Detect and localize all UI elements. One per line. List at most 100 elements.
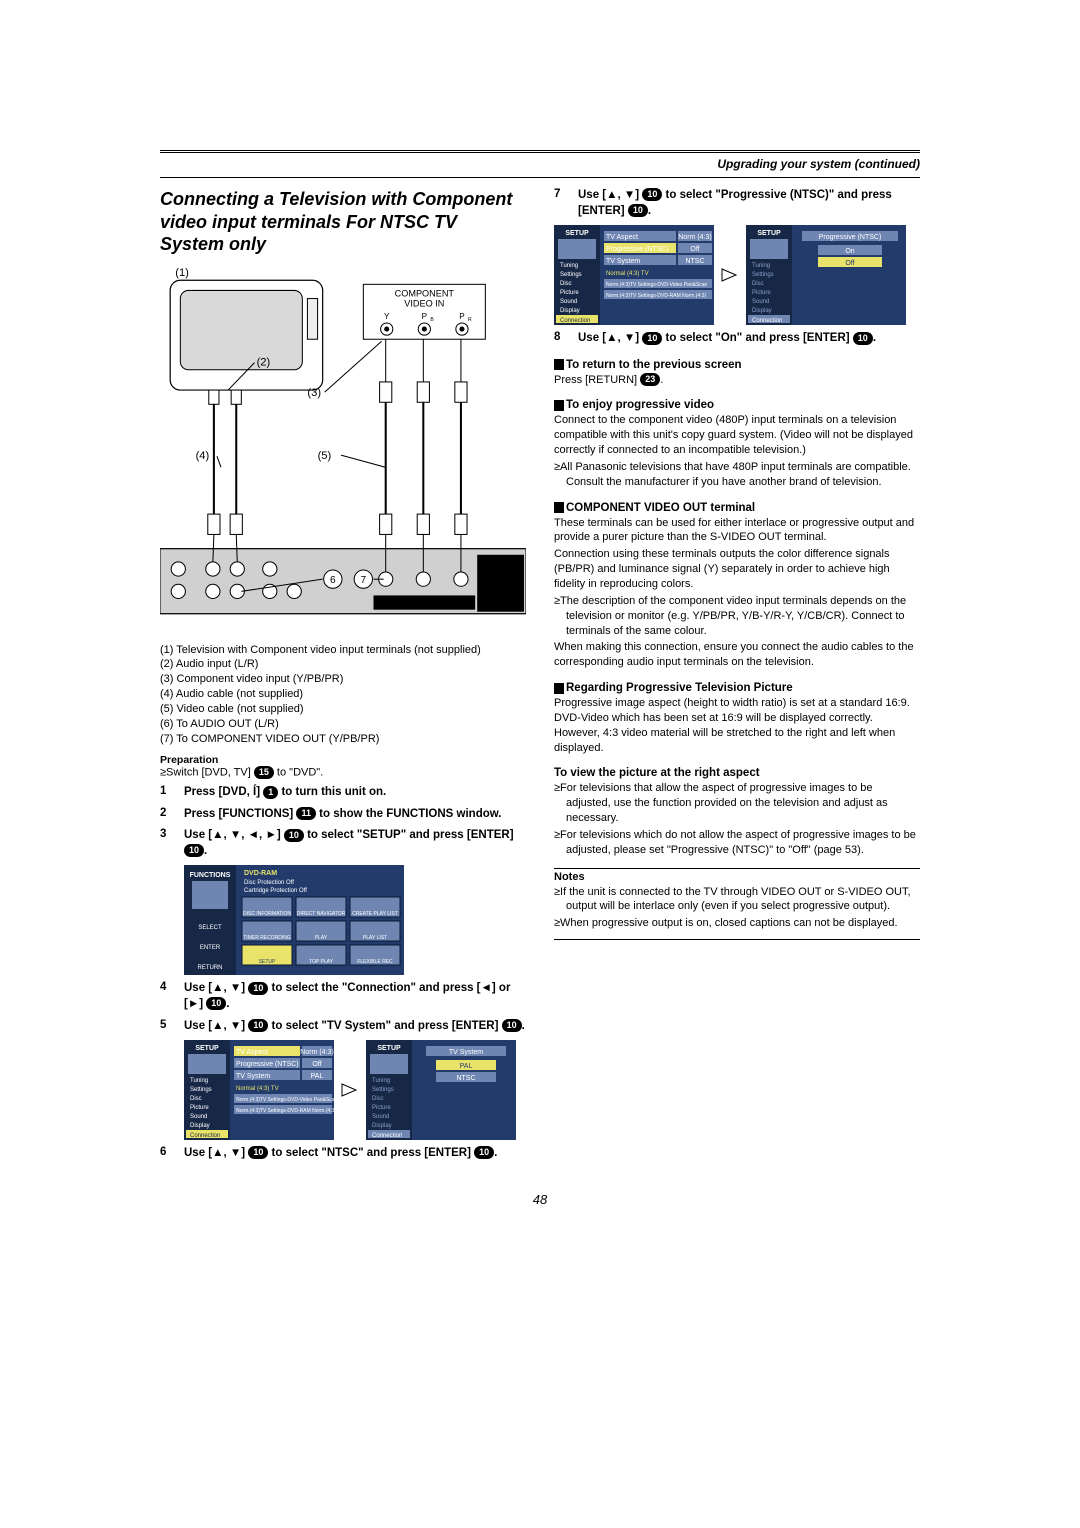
step-2: 2 Press [FUNCTIONS] 11 to show the FUNCT… xyxy=(160,807,526,823)
svg-text:TV System: TV System xyxy=(606,258,640,265)
svg-text:DISC INFORMATION: DISC INFORMATION xyxy=(243,911,291,917)
svg-text:TOP PLAY: TOP PLAY xyxy=(309,959,334,965)
svg-text:(4): (4) xyxy=(196,450,210,462)
svg-text:Sound: Sound xyxy=(190,1114,207,1120)
svg-text:(2): (2) xyxy=(257,356,271,368)
svg-text:ENTER: ENTER xyxy=(200,945,221,951)
svg-text:Disc: Disc xyxy=(372,1096,384,1102)
cvo-p3: When making this connection, ensure you … xyxy=(554,640,920,670)
notes-rule xyxy=(554,939,920,940)
svg-text:Cartridge Protection Off: Cartridge Protection Off xyxy=(244,888,307,894)
svg-text:SETUP: SETUP xyxy=(259,959,276,965)
svg-text:Tuning: Tuning xyxy=(190,1078,208,1084)
view-b2: ≥For televisions which do not allow the … xyxy=(554,828,920,858)
svg-text:Tuning: Tuning xyxy=(560,263,578,269)
svg-text:Normal (4:3) TV: Normal (4:3) TV xyxy=(236,1086,279,1092)
svg-text:B: B xyxy=(430,316,434,322)
notes-b2: ≥When progressive output is on, closed c… xyxy=(554,916,920,931)
svg-text:FLEXIBLE REC: FLEXIBLE REC xyxy=(357,959,393,965)
svg-text:Norm.(4:3)TV Settings-DVD-RAM: Norm.(4:3)TV Settings-DVD-RAM Norm.(4:3) xyxy=(606,293,706,299)
view-b1: ≥For televisions that allow the aspect o… xyxy=(554,781,920,826)
svg-text:Disc Protection Off: Disc Protection Off xyxy=(244,880,294,886)
svg-text:PAL: PAL xyxy=(311,1073,324,1080)
svg-text:SETUP: SETUP xyxy=(195,1045,219,1052)
svg-text:R: R xyxy=(468,316,472,322)
return-heading: To return to the previous screen xyxy=(554,359,920,371)
svg-text:P: P xyxy=(459,311,464,320)
svg-text:Off: Off xyxy=(690,246,699,253)
svg-text:SELECT: SELECT xyxy=(198,925,222,931)
enjoy-p1: Connect to the component video (480P) in… xyxy=(554,413,920,458)
preparation-line: ≥Switch [DVD, TV] 15 to "DVD". xyxy=(160,766,526,779)
cvo-p1: These terminals can be used for either i… xyxy=(554,516,920,546)
legend-item: (7) To COMPONENT VIDEO OUT (Y/PB/PR) xyxy=(160,732,526,747)
svg-text:Display: Display xyxy=(560,308,580,314)
legend-item: (2) Audio input (L/R) xyxy=(160,657,526,672)
page: Upgrading your system (continued) Connec… xyxy=(160,150,920,1207)
svg-text:6: 6 xyxy=(330,575,336,586)
continuation-header: Upgrading your system (continued) xyxy=(160,157,920,171)
svg-text:Disc: Disc xyxy=(560,281,572,287)
svg-text:Norm.(4:3)TV Settings-DVD-RAM: Norm.(4:3)TV Settings-DVD-RAM Norm.(4:3) xyxy=(236,1108,336,1114)
svg-text:Connection: Connection xyxy=(752,318,782,324)
svg-text:(3): (3) xyxy=(307,387,321,399)
svg-text:Connection: Connection xyxy=(372,1133,402,1139)
svg-text:7: 7 xyxy=(361,575,367,586)
svg-text:SETUP: SETUP xyxy=(565,230,589,237)
svg-text:Disc: Disc xyxy=(190,1096,202,1102)
legend-item: (6) To AUDIO OUT (L/R) xyxy=(160,717,526,732)
left-column: Connecting a Television with Component v… xyxy=(160,188,526,1162)
component-in-label: COMPONENT xyxy=(395,288,455,298)
svg-text:Settings: Settings xyxy=(372,1087,394,1093)
svg-text:Tuning: Tuning xyxy=(752,263,770,269)
enjoy-b1: ≥All Panasonic televisions that have 480… xyxy=(554,460,920,490)
notes-heading: Notes xyxy=(554,868,920,883)
prog-heading: Regarding Progressive Television Picture xyxy=(554,682,920,694)
cvo-b1: ≥The description of the component video … xyxy=(554,594,920,639)
step-3: 3 Use [▲, ▼, ◄, ►] 10 to select "SETUP" … xyxy=(160,828,526,859)
callout-1: (1) xyxy=(175,267,189,279)
content-columns: Connecting a Television with Component v… xyxy=(160,188,920,1162)
svg-text:(5): (5) xyxy=(318,450,332,462)
svg-text:Connection: Connection xyxy=(560,318,590,324)
preparation-heading: Preparation xyxy=(160,754,526,766)
svg-text:Off: Off xyxy=(845,260,854,267)
svg-text:Sound: Sound xyxy=(372,1114,389,1120)
plug-row xyxy=(380,339,467,402)
setup-osd-pair-2: SETUP Tuning Settings Disc Picture Sound… xyxy=(554,225,920,325)
rule-top xyxy=(160,177,920,178)
svg-text:TV Aspect: TV Aspect xyxy=(236,1049,268,1056)
svg-text:PLAY LIST: PLAY LIST xyxy=(363,935,387,941)
svg-text:Connection: Connection xyxy=(190,1133,220,1139)
prog-p1: Progressive image aspect (height to widt… xyxy=(554,696,920,755)
step-6: 6 Use [▲, ▼] 10 to select "NTSC" and pre… xyxy=(160,1146,526,1162)
svg-text:Settings: Settings xyxy=(190,1087,212,1093)
svg-text:Progressive (NTSC): Progressive (NTSC) xyxy=(236,1061,299,1068)
svg-text:Progressive (NTSC): Progressive (NTSC) xyxy=(606,246,669,253)
functions-osd: FUNCTIONS SELECT ENTER RETURN DVD-RAM Di… xyxy=(184,865,526,975)
view-heading: To view the picture at the right aspect xyxy=(554,767,920,779)
svg-text:Tuning: Tuning xyxy=(372,1078,390,1084)
right-column: 7 Use [▲, ▼] 10 to select "Progressive (… xyxy=(554,188,920,1162)
svg-text:Norm (4:3): Norm (4:3) xyxy=(300,1049,333,1056)
svg-text:Norm.(4:3)TV Settings-DVD-Vide: Norm.(4:3)TV Settings-DVD-Video Pan&Scan xyxy=(606,282,708,288)
svg-text:Picture: Picture xyxy=(560,290,579,296)
section-title: Connecting a Television with Component v… xyxy=(160,188,526,256)
step-4: 4 Use [▲, ▼] 10 to select the "Connectio… xyxy=(160,981,526,1012)
svg-text:Disc: Disc xyxy=(752,281,764,287)
svg-text:Off: Off xyxy=(312,1061,321,1068)
svg-text:TV System: TV System xyxy=(236,1073,270,1080)
key-pill: 15 xyxy=(254,766,274,779)
svg-text:Sound: Sound xyxy=(752,299,769,305)
svg-text:NTSC: NTSC xyxy=(456,1075,475,1082)
step-7: 7 Use [▲, ▼] 10 to select "Progressive (… xyxy=(554,188,920,219)
step-1: 1 Press [DVD, Í] 1 to turn this unit on. xyxy=(160,785,526,801)
cvo-p2: Connection using these terminals outputs… xyxy=(554,547,920,592)
svg-text:Norm.(4:3)TV Settings-DVD-Vide: Norm.(4:3)TV Settings-DVD-Video Pan&Scan xyxy=(236,1097,338,1103)
legend-item: (1) Television with Component video inpu… xyxy=(160,643,526,658)
setup-osd-pair-1: SETUP Tuning Settings Disc Picture Sound… xyxy=(184,1040,526,1140)
svg-text:Norm (4:3): Norm (4:3) xyxy=(678,234,711,241)
legend-item: (3) Component video input (Y/PB/PR) xyxy=(160,672,526,687)
svg-text:PLAY: PLAY xyxy=(315,935,328,941)
svg-text:Picture: Picture xyxy=(752,290,771,296)
